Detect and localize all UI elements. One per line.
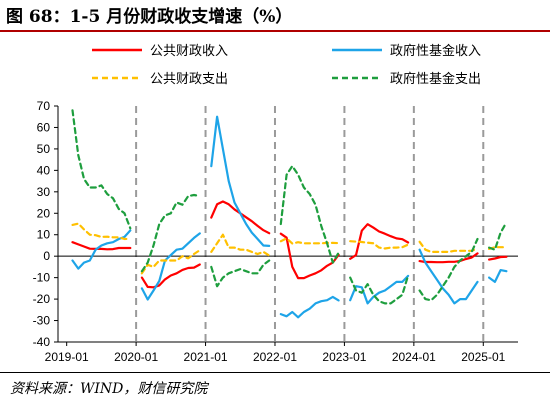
series-line [349,223,410,260]
series-line [418,237,479,302]
title-rule [0,30,550,32]
x-tick-label: 2019-01 [45,350,89,364]
y-tick-label: 50 [37,142,51,156]
x-tick-label: 2022-01 [253,350,297,364]
legend-label: 公共财政收入 [150,44,228,59]
legend-label: 政府性基金支出 [390,71,481,87]
legend-label: 公共财政支出 [150,72,228,87]
series-1 [71,200,508,289]
series-line [418,240,479,253]
series-line [210,115,271,247]
y-tick-label: 30 [37,185,51,199]
series-3 [71,222,508,275]
series-line [71,241,132,251]
series-line [279,232,340,280]
series-line [349,274,410,305]
y-tick-label: -10 [33,271,51,285]
series-line [349,274,410,305]
series-line [488,255,508,261]
legend-label: 政府性基金收入 [390,43,481,59]
series-line [210,233,271,257]
series-line [349,240,410,250]
series-2 [71,115,508,319]
series-line [140,232,201,301]
series-group [71,109,508,319]
series-line [279,165,340,264]
y-tick-label: 10 [37,228,51,242]
x-tick-label: 2021-01 [184,350,228,364]
series-line [418,252,479,264]
series-line [210,200,271,235]
x-tick-label: 2020-01 [114,350,158,364]
source-rule [0,372,550,373]
x-tick-label: 2024-01 [392,350,436,364]
series-line [418,248,479,305]
series-line [140,263,201,289]
series-line [488,221,508,251]
series-line [488,269,508,283]
y-tick-label: -30 [33,314,51,328]
y-tick-label: 60 [37,120,51,134]
series-line [279,295,340,319]
y-tick-label: -20 [33,292,51,306]
series-line [279,237,340,245]
figure-title: 图 68：1-5 月份财政收支增速（%） [6,7,293,27]
x-tick-label: 2023-01 [322,350,366,364]
series-line [71,109,132,230]
series-line [210,259,271,288]
series-line [140,193,201,273]
y-tick-label: 0 [43,249,50,263]
year-separators [135,106,485,342]
y-tick-label: 40 [37,163,51,177]
series-line [140,249,201,275]
y-tick-label: -40 [33,335,51,349]
series-4 [71,109,508,305]
y-tick-label: 20 [37,206,51,220]
source-note: 资料来源：WIND，财信研究院 [10,381,208,397]
axes: -40 -30 -20 -10 0 10 20 30 40 50 60 70 2019-01 2020-0… [33,99,518,364]
x-tick-label: 2025-01 [461,350,505,364]
series-line [71,222,132,241]
y-tick-label: 70 [37,99,51,113]
